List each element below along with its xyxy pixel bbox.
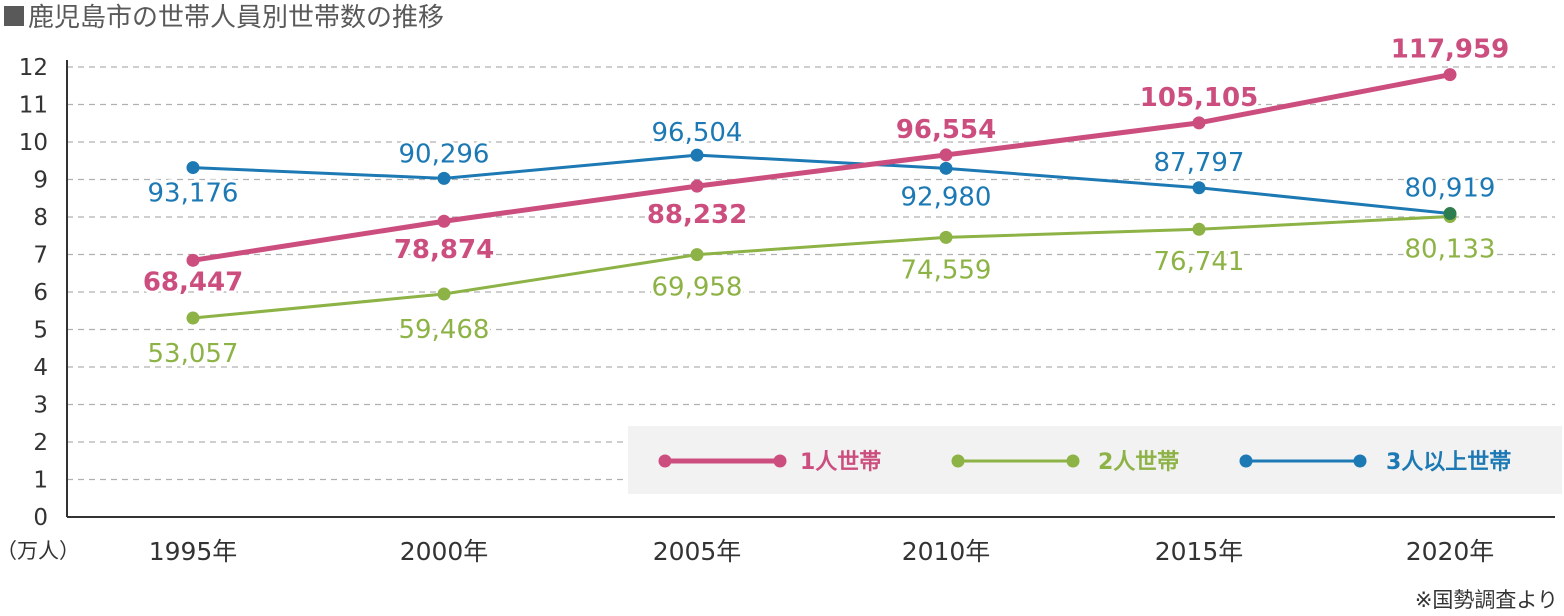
series-line: [190, 72, 1453, 263]
y-tick-label: 2: [33, 430, 48, 456]
data-label: 80,133: [1405, 235, 1496, 265]
y-tick-label: 0: [33, 505, 48, 531]
y-unit-label: （万人）: [0, 539, 80, 563]
x-axis-ticks: 1995年 2000年 2005年 2010年 2015年 2020年: [149, 537, 1495, 566]
legend-marker: [1066, 454, 1080, 468]
data-label: 96,554: [896, 115, 996, 145]
series-1: [186, 210, 1457, 325]
legend-marker: [658, 454, 672, 468]
data-point: [186, 253, 200, 267]
data-point: [690, 179, 704, 193]
legend-item: 1人世帯: [658, 449, 881, 475]
data-label: 90,296: [399, 139, 490, 169]
data-point: [1443, 207, 1457, 221]
data-label: 92,980: [901, 182, 992, 212]
data-label: 87,797: [1154, 148, 1245, 178]
y-tick-label: 1: [33, 468, 48, 494]
data-point: [186, 311, 200, 325]
source-note: ※国勢調査より: [1415, 588, 1558, 612]
y-tick-label: 4: [33, 355, 48, 381]
data-point: [690, 148, 704, 162]
data-label: 76,741: [1154, 247, 1245, 277]
data-point: [1192, 181, 1206, 195]
data-point: [437, 171, 451, 185]
data-label: 93,176: [148, 179, 239, 209]
data-point: [1192, 222, 1206, 236]
data-label: 105,105: [1140, 83, 1258, 113]
x-tick-label: 2020年: [1406, 537, 1495, 566]
x-tick-label: 2005年: [653, 537, 742, 566]
legend-marker: [1353, 454, 1367, 468]
y-tick-label: 7: [33, 243, 48, 269]
data-label: 69,958: [652, 273, 743, 303]
legend-label: 2人世帯: [1098, 449, 1179, 475]
y-tick-label: 9: [33, 168, 48, 194]
y-tick-label: 5: [33, 318, 48, 344]
y-tick-label: 3: [33, 393, 48, 419]
title-square-icon: [4, 6, 24, 26]
series: [186, 68, 1457, 325]
series-line: [191, 153, 1452, 216]
data-label: 59,468: [399, 315, 490, 345]
legend-item: 2人世帯: [951, 449, 1179, 475]
data-point: [1192, 116, 1206, 130]
data-point: [939, 161, 953, 175]
x-tick-label: 1995年: [149, 537, 238, 566]
data-point: [1443, 68, 1457, 82]
data-label: 78,874: [394, 235, 494, 265]
data-point: [939, 230, 953, 244]
y-tick-label: 11: [19, 93, 48, 119]
data-label: 68,447: [143, 267, 243, 297]
x-tick-label: 2010年: [902, 537, 991, 566]
series-2: [186, 148, 1457, 221]
legend-label: 3人以上世帯: [1386, 449, 1511, 475]
series-line: [191, 215, 1452, 320]
chart-title: 鹿児島市の世帯人員別世帯数の推移: [28, 3, 444, 33]
data-label: 117,959: [1391, 35, 1509, 65]
data-point: [186, 161, 200, 175]
data-point: [437, 287, 451, 301]
x-tick-label: 2000年: [400, 537, 489, 566]
data-label: 53,057: [148, 339, 239, 369]
data-label: 80,919: [1405, 174, 1496, 204]
legend-marker: [1239, 454, 1253, 468]
data-point: [690, 248, 704, 262]
series-0: [186, 68, 1457, 267]
gridlines: [67, 66, 1555, 481]
legend-marker: [773, 454, 787, 468]
y-tick-label: 8: [33, 205, 48, 231]
data-label: 96,504: [652, 118, 743, 148]
x-tick-label: 2015年: [1155, 537, 1244, 566]
data-point: [939, 148, 953, 162]
legend-marker: [951, 454, 965, 468]
y-tick-label: 6: [33, 280, 48, 306]
y-tick-label: 10: [19, 130, 48, 156]
legend-label: 1人世帯: [800, 449, 881, 475]
data-label: 88,232: [647, 200, 747, 230]
data-labels: 68,447 78,874 88,232 96,554 105,105 117,959 53…: [140, 32, 1512, 372]
legend-item: 3人以上世帯: [1239, 449, 1511, 475]
data-label: 74,559: [901, 255, 992, 285]
legend: 1人世帯 2人世帯 3人以上世帯: [658, 449, 1511, 475]
y-tick-label: 12: [19, 55, 48, 81]
data-point: [437, 214, 451, 228]
